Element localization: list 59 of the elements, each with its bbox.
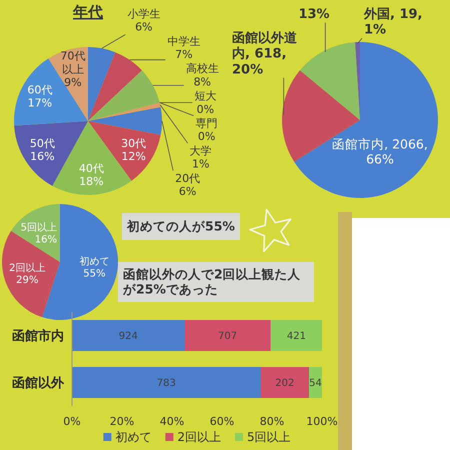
data-label: 6% bbox=[178, 185, 196, 198]
data-label: 9% bbox=[64, 76, 82, 89]
slice-label: 外国, 19, bbox=[364, 7, 422, 22]
data-label: 29% bbox=[16, 275, 38, 286]
slice-label: 66% bbox=[366, 152, 394, 167]
data-label: 12% bbox=[121, 150, 146, 164]
slice-label: 中学生 bbox=[167, 34, 200, 48]
x-tick-label: 60% bbox=[210, 415, 234, 428]
y-tick-label: 函館以外 bbox=[12, 376, 64, 391]
data-label: 6% bbox=[135, 20, 153, 34]
data-label: 707 bbox=[218, 330, 238, 342]
data-label: 54 bbox=[309, 378, 322, 389]
slice-label: 大学 bbox=[190, 144, 212, 158]
data-label: 783 bbox=[156, 378, 176, 389]
slice-label: 小学生 bbox=[127, 7, 160, 20]
legend-label: 5回以上 bbox=[247, 430, 291, 444]
slice-label: 以上 bbox=[62, 62, 84, 76]
x-tick-label: 100% bbox=[306, 415, 338, 428]
x-tick-label: 40% bbox=[160, 415, 184, 428]
slice-label: 1% bbox=[364, 22, 386, 38]
slice-label: 5回以上 bbox=[20, 222, 57, 234]
data-label: 18% bbox=[79, 175, 104, 188]
slice-label: 50代 bbox=[30, 137, 55, 150]
slice-label: 60代 bbox=[27, 84, 52, 96]
legend-label: 2回以上 bbox=[177, 430, 222, 444]
slice-label: 20代 bbox=[175, 172, 200, 185]
x-tick-label: 20% bbox=[110, 415, 134, 428]
annotation: 初めての人が55% bbox=[122, 213, 240, 240]
data-label: 421 bbox=[286, 330, 306, 342]
data-label: 8% bbox=[194, 75, 212, 88]
slice-label: 専門 bbox=[196, 117, 218, 130]
slice-label: 函館市内, 2066, bbox=[332, 136, 428, 152]
slice-label: 短大 bbox=[194, 90, 216, 103]
slice-label: 初めて bbox=[79, 256, 110, 268]
slice-label: 30代 bbox=[121, 137, 146, 150]
data-label: 16% bbox=[30, 150, 55, 164]
data-label: 0% bbox=[196, 102, 214, 116]
slice-label: 20% bbox=[232, 62, 264, 78]
annotation: 函館以外の人で2回以上観た人が25%であった bbox=[118, 262, 314, 302]
data-label: 202 bbox=[275, 378, 294, 389]
legend-label: 初めて bbox=[115, 430, 152, 444]
slice-label: 40代 bbox=[78, 162, 104, 175]
slice-label: 内, 618, bbox=[232, 46, 287, 62]
data-label: 55% bbox=[83, 268, 106, 280]
slice-label: 高校生 bbox=[186, 62, 219, 76]
slice-label: 2回以上 bbox=[9, 263, 46, 274]
x-tick-label: 80% bbox=[260, 415, 284, 428]
data-label: 7% bbox=[175, 48, 193, 61]
slice-label: 13% bbox=[298, 7, 330, 22]
data-label: 17% bbox=[28, 96, 52, 110]
x-tick-label: 0% bbox=[63, 415, 81, 428]
data-label: 0% bbox=[198, 130, 216, 144]
data-label: 1% bbox=[192, 158, 210, 171]
y-tick-label: 函館市内 bbox=[12, 328, 64, 344]
data-label: 16% bbox=[34, 234, 57, 246]
data-label: 924 bbox=[118, 330, 138, 342]
slice-label: 函館以外道 bbox=[232, 31, 297, 46]
chart-title: 年代 bbox=[73, 3, 103, 21]
slice-label: 70代 bbox=[60, 50, 86, 63]
